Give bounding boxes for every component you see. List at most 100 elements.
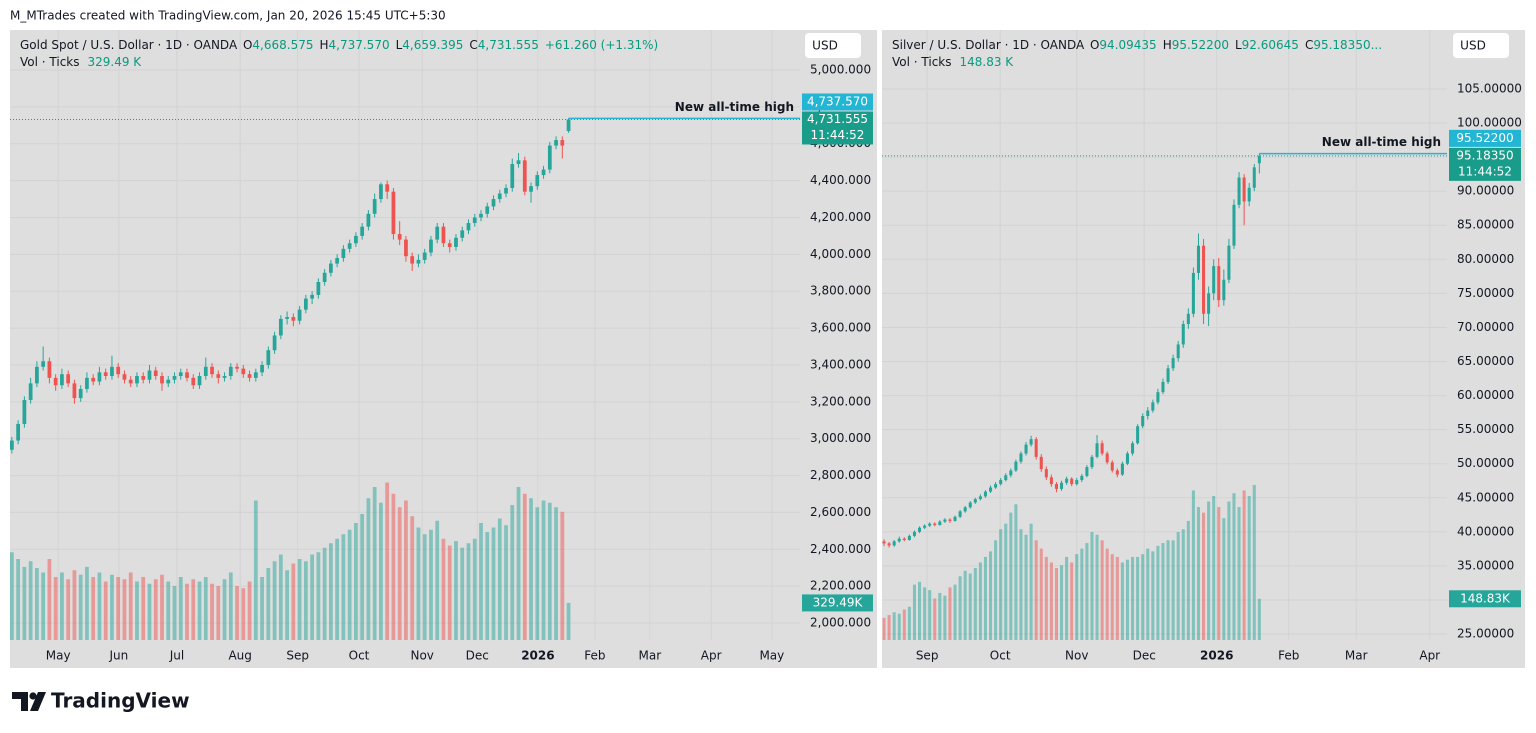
volume-bar xyxy=(1009,512,1013,640)
volume-bar xyxy=(1217,507,1221,640)
candle-body xyxy=(210,366,214,375)
logo-mark xyxy=(12,692,28,711)
volume-bar xyxy=(1191,490,1195,640)
y-tick-label: 4,000.000 xyxy=(810,247,871,261)
candle-body xyxy=(938,521,942,526)
volume-bar xyxy=(266,568,271,640)
candle-body xyxy=(266,350,271,365)
logo-slash xyxy=(30,692,46,711)
candle-body xyxy=(516,160,521,165)
close-price-tag xyxy=(1449,147,1521,181)
tradingview-logo: TradingView xyxy=(12,689,190,713)
volume-bar xyxy=(472,538,477,640)
ohlc-key: H xyxy=(1163,38,1172,52)
volume-bar xyxy=(329,543,333,640)
candle-body xyxy=(372,199,377,214)
x-tick-label: Aug xyxy=(228,649,251,663)
volume-bar xyxy=(429,529,433,640)
candle-body xyxy=(547,145,552,170)
volume-bar xyxy=(372,487,377,640)
volume-bar xyxy=(1131,556,1135,640)
candle-body xyxy=(1014,461,1018,471)
volume-bar xyxy=(391,493,396,640)
candle-body xyxy=(160,376,164,384)
close-price-label: 95.18350 xyxy=(1456,148,1513,162)
y-tick-label: 50.00000 xyxy=(1457,456,1514,470)
y-tick-label: 80.00000 xyxy=(1457,252,1514,266)
candle-body xyxy=(16,423,21,441)
candle-body xyxy=(923,525,927,528)
candle-body xyxy=(166,379,171,384)
candle-body xyxy=(897,538,901,542)
y-tick-label: 4,200.000 xyxy=(810,210,871,224)
volume-bar xyxy=(41,572,46,640)
candle-body xyxy=(235,366,239,369)
currency-label[interactable]: USD xyxy=(812,39,838,53)
x-tick-label: Sep xyxy=(286,649,309,663)
volume-bar xyxy=(887,615,891,640)
candle-body xyxy=(491,199,496,207)
volume-bar xyxy=(153,579,158,640)
ohlc-value: 4,731.555 xyxy=(478,38,539,52)
volume-bar xyxy=(1034,540,1038,640)
volume-value: 329.49 K xyxy=(88,55,143,69)
ohlc-key: L xyxy=(1235,38,1242,52)
volume-bar xyxy=(1171,540,1175,640)
candle-body xyxy=(141,376,146,380)
volume-bar xyxy=(897,613,901,640)
candle-body xyxy=(47,361,52,378)
ohlc-value: 4,737.570 xyxy=(329,38,390,52)
volume-bar xyxy=(466,543,471,640)
candle-body xyxy=(1191,272,1195,314)
candle-body xyxy=(435,226,440,240)
x-tick-label: Dec xyxy=(466,649,489,663)
x-tick-label: Dec xyxy=(1133,649,1156,663)
candle-body xyxy=(153,370,158,377)
y-tick-label: 2,800.000 xyxy=(810,468,871,482)
candle-body xyxy=(1049,477,1053,485)
candle-body xyxy=(347,243,352,249)
currency-button[interactable] xyxy=(1453,33,1509,58)
x-tick-label: 2026 xyxy=(1200,649,1233,663)
candle-body xyxy=(1131,443,1135,454)
candle-body xyxy=(335,258,340,264)
volume-bar xyxy=(1090,532,1094,640)
candle-body xyxy=(510,164,515,188)
candle-body xyxy=(968,502,972,508)
volume-bar xyxy=(28,561,33,640)
volume-bar xyxy=(1196,507,1201,640)
candle-body xyxy=(1029,439,1033,445)
y-tick-label: 2,000.000 xyxy=(810,616,871,630)
close-price-tag xyxy=(802,111,873,145)
candle-body xyxy=(1181,324,1185,345)
volume-bar xyxy=(185,583,189,640)
candle-body xyxy=(454,237,458,247)
volume-bar xyxy=(253,500,258,640)
volume-bar xyxy=(1120,562,1124,640)
volume-bar xyxy=(497,518,502,640)
candle-body xyxy=(1019,453,1023,462)
volume-bar xyxy=(983,556,987,640)
volume-bar xyxy=(22,566,27,640)
volume-bar xyxy=(491,527,496,640)
volume-bar xyxy=(522,493,527,640)
volume-bar xyxy=(197,581,202,640)
y-tick-label: 75.00000 xyxy=(1457,286,1514,300)
volume-bar xyxy=(316,552,321,640)
y-tick-label: 3,200.000 xyxy=(810,394,871,408)
y-tick-label: 35.00000 xyxy=(1457,558,1514,572)
candle-body xyxy=(404,239,408,257)
volume-bar xyxy=(1095,534,1099,640)
y-tick-label: 5,000.000 xyxy=(810,63,871,77)
currency-button[interactable] xyxy=(805,33,861,58)
y-tick-label: 2,600.000 xyxy=(810,505,871,519)
volume-label: 148.83K xyxy=(1460,591,1511,605)
candle-body xyxy=(1161,381,1165,393)
y-tick-label: 100.00000 xyxy=(1457,116,1522,130)
x-tick-label: Sep xyxy=(916,649,939,663)
volume-bar xyxy=(973,568,977,640)
x-tick-label: Oct xyxy=(349,649,370,663)
currency-label[interactable]: USD xyxy=(1460,39,1486,53)
candle-body xyxy=(963,507,967,512)
volume-bar xyxy=(228,572,233,640)
